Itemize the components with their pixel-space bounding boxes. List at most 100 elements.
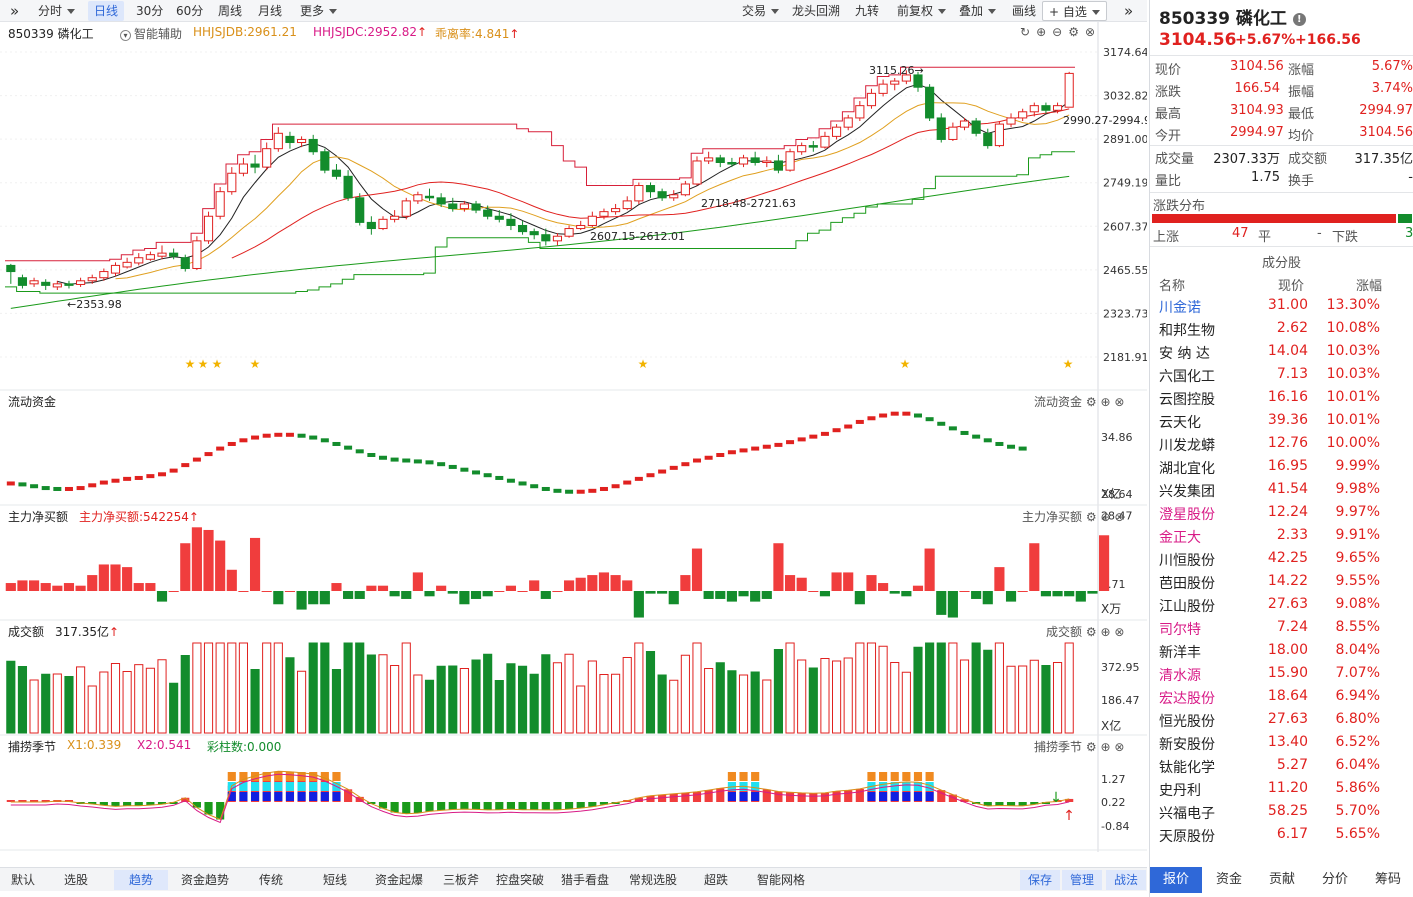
constituent-row[interactable]: 史丹利 11.20 5.86% [1150,780,1413,803]
toolbar-zixuan[interactable]: + 自选 [1042,1,1107,21]
constituent-row[interactable]: 新洋丰 18.00 8.04% [1150,642,1413,665]
toolbar-more[interactable]: 更多 [294,1,343,21]
panel-turnover-tools[interactable]: 成交额 ⚙ ⊕ ⊗ [1046,623,1124,640]
bottom-tab-10[interactable]: 常规选股 [628,873,677,887]
chart-area[interactable]: 3174.64 3032.82 2891.00 2749.19 2607.37 2465.… [0,22,1158,872]
right-tab-0[interactable]: 报价 [1150,867,1202,893]
right-tab-1[interactable]: 资金 [1215,872,1242,887]
flow-mark [960,430,969,435]
smart-assist-toggle[interactable]: ▾ 智能辅助 [120,25,182,42]
bottom-action-2[interactable]: 战法 [1106,870,1146,890]
chart-svg[interactable]: 3174.64 3032.82 2891.00 2749.19 2607.37 2465.… [0,22,1158,872]
bottom-tab-6[interactable]: 资金起爆 [374,873,423,887]
toolbar-collapse[interactable]: » [10,2,20,20]
toolbar-jiuzhuan[interactable]: 九转 [855,4,880,18]
constituent-row[interactable]: 芭田股份 14.22 9.55% [1150,573,1413,596]
toolbar-zhouxian[interactable]: 周线 [218,4,243,18]
toolbar-huaxian[interactable]: 画线 [1012,4,1037,18]
toolbar-m60[interactable]: 60分 [176,4,204,18]
candle [971,117,981,137]
toolbar-rixian[interactable]: 日线 [88,1,125,21]
zoom-in-icon[interactable]: ⊕ [1100,740,1111,754]
distribution-up-bar [1152,214,1396,223]
toolbar-yuexian[interactable]: 月线 [258,4,283,18]
toolbar-expand[interactable]: » [1124,2,1134,20]
turnover-bar [285,657,295,734]
main-net-bar [145,583,156,591]
toolbar-diejia[interactable]: 叠加 [953,1,1002,21]
toolbar-jiaoyi[interactable]: 交易 [736,1,785,21]
bottom-tab-12[interactable]: 智能网格 [756,873,805,887]
panel-season-tools[interactable]: 捕捞季节 ⚙ ⊕ ⊗ [1034,738,1124,755]
settings-icon[interactable]: ⚙ [1085,510,1097,524]
bottom-tab-11[interactable]: 超跌 [703,873,728,887]
right-tab-4[interactable]: 筹码 [1374,872,1401,887]
settings-icon[interactable]: ⚙ [1085,740,1097,754]
close-icon[interactable]: ⊗ [1114,740,1125,754]
constituent-row[interactable]: 宏达股份 18.64 6.94% [1150,688,1413,711]
toolbar-longtou[interactable]: 龙头回溯 [792,4,841,18]
close-icon[interactable]: ⊗ [1114,395,1125,409]
constituent-row[interactable]: 江山股份 27.63 9.08% [1150,596,1413,619]
constituent-row[interactable]: 新安股份 13.40 6.52% [1150,734,1413,757]
info-icon[interactable]: ! [1292,12,1306,26]
quote-value: 166.54 [1234,81,1281,96]
zoom-out-icon[interactable]: ⊖ [1052,25,1069,39]
constituent-row[interactable]: 川金诺 31.00 13.30% [1150,297,1413,320]
bottom-tab-0[interactable]: 默认 [10,873,35,887]
bottom-tab-9[interactable]: 猎手看盘 [560,873,609,887]
zoom-in-icon[interactable]: ⊕ [1036,25,1053,39]
constituent-row[interactable]: 兴福电子 58.25 5.70% [1150,803,1413,826]
bottom-tab-2[interactable]: 趋势 [114,870,168,890]
constituent-row[interactable]: 澄星股份 12.24 9.97% [1150,504,1413,527]
constituent-row[interactable]: 六国化工 7.13 10.03% [1150,366,1413,389]
constituent-row[interactable]: 钛能化学 5.27 6.04% [1150,757,1413,780]
bottom-action-1[interactable]: 管理 [1062,870,1102,890]
toolbar-fenshi[interactable]: 分时 [32,1,81,21]
bottom-tab-4[interactable]: 传统 [258,873,283,887]
bottom-action-0[interactable]: 保存 [1020,870,1060,890]
turnover-axis-label: 372.95 [1101,661,1140,674]
panel-main-tools[interactable]: 主力净买额 ⚙ ⊕ ⊗ [1022,508,1124,525]
constituent-row[interactable]: 云图控股 16.16 10.01% [1150,389,1413,412]
constituent-row[interactable]: 川恒股份 42.25 9.65% [1150,550,1413,573]
constituent-row[interactable]: 清水源 15.90 7.07% [1150,665,1413,688]
bottom-tab-3[interactable]: 资金趋势 [180,873,229,887]
panel-flow-tools[interactable]: 流动资金 ⚙ ⊕ ⊗ [1034,393,1124,410]
settings-icon[interactable]: ⚙ [1068,25,1085,39]
season-bar [588,802,597,807]
zoom-in-icon[interactable]: ⊕ [1100,510,1111,524]
constituent-row[interactable]: 云天化 39.36 10.01% [1150,412,1413,435]
kline-panel-tools[interactable]: ↻⊕⊖⚙⊗ [1020,25,1101,39]
settings-icon[interactable]: ⚙ [1085,625,1097,639]
right-tab-3[interactable]: 分价 [1321,872,1348,887]
main-net-bar [203,529,214,591]
right-tab-2[interactable]: 贡献 [1268,872,1295,887]
constituent-row[interactable]: 司尔特 7.24 8.55% [1150,619,1413,642]
toolbar-m30[interactable]: 30分 [136,4,164,18]
bottom-tab-8[interactable]: 控盘突破 [495,873,544,887]
constituent-row[interactable]: 川发龙蟒 12.76 10.00% [1150,435,1413,458]
candle-body [866,92,877,107]
constituent-row[interactable]: 和邦生物 2.62 10.08% [1150,320,1413,343]
season-x2-line [10,773,1070,824]
candle [180,254,190,272]
constituent-row[interactable]: 安 纳 达 14.04 10.03% [1150,343,1413,366]
refresh-icon[interactable]: ↻ [1020,25,1037,39]
constituent-row[interactable]: 天原股份 6.17 5.65% [1150,826,1413,849]
zoom-in-icon[interactable]: ⊕ [1100,395,1111,409]
candle [331,164,342,180]
zoom-in-icon[interactable]: ⊕ [1100,625,1111,639]
constituent-row[interactable]: 兴发集团 41.54 9.98% [1150,481,1413,504]
toolbar-fuquan[interactable]: 前复权 [891,1,952,21]
bottom-tab-7[interactable]: 三板斧 [442,873,479,887]
close-icon[interactable]: ⊗ [1114,510,1125,524]
constituent-row[interactable]: 湖北宜化 16.95 9.99% [1150,458,1413,481]
bottom-tab-5[interactable]: 短线 [322,873,347,887]
constituent-row[interactable]: 恒光股份 27.63 6.80% [1150,711,1413,734]
constituent-row[interactable]: 金正大 2.33 9.91% [1150,527,1413,550]
close-icon[interactable]: ⊗ [1084,25,1102,39]
bottom-tab-1[interactable]: 选股 [63,873,88,887]
settings-icon[interactable]: ⚙ [1085,395,1097,409]
close-icon[interactable]: ⊗ [1114,625,1125,639]
